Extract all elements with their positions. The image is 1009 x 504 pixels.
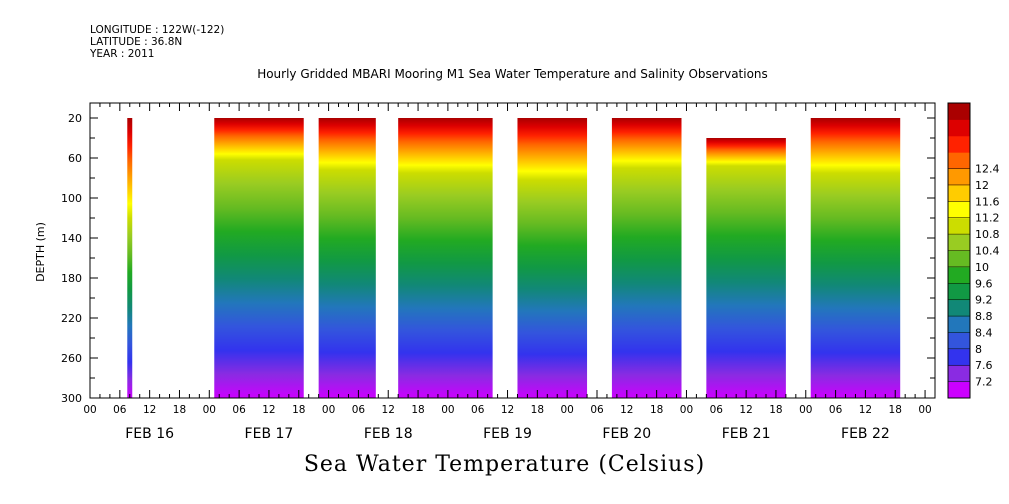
colorbar-swatch <box>948 135 970 153</box>
colorbar-swatch <box>948 332 970 350</box>
x-tick-label: 18 <box>650 404 663 416</box>
x-tick-label: 00 <box>680 404 693 416</box>
colorbar-tick-label: 9.6 <box>975 277 993 290</box>
x-tick-label: 12 <box>501 404 514 416</box>
data-block <box>127 118 133 398</box>
day-label: FEB 19 <box>483 426 532 442</box>
x-tick-label: 12 <box>143 404 156 416</box>
x-tick-label: 12 <box>620 404 633 416</box>
colorbar-tick-label: 10 <box>975 261 989 274</box>
x-tick-label: 12 <box>382 404 395 416</box>
colorbar-tick-label: 7.2 <box>975 376 993 389</box>
colorbar-swatch <box>948 316 970 333</box>
data-block <box>611 118 682 398</box>
colorbar-tick-label: 7.6 <box>975 359 993 372</box>
day-label: FEB 20 <box>602 426 651 442</box>
colorbar-title: Sea Water Temperature (Celsius) <box>303 452 706 477</box>
x-tick-label: 06 <box>113 404 127 416</box>
x-tick-label: 18 <box>531 404 544 416</box>
y-tick-label: 20 <box>68 112 82 125</box>
colorbar-swatch <box>948 283 970 301</box>
day-label: FEB 16 <box>125 426 174 442</box>
plot-border <box>89 102 936 399</box>
x-tick-label: 00 <box>441 404 454 416</box>
chart-title: Hourly Gridded MBARI Mooring M1 Sea Wate… <box>257 67 768 81</box>
day-label: FEB 22 <box>841 426 890 442</box>
x-tick-label: 00 <box>322 404 335 416</box>
x-tick-label: 12 <box>859 404 872 416</box>
day-label: FEB 18 <box>364 426 413 442</box>
colorbar-swatch <box>948 119 970 137</box>
colorbar-tick-label: 11.2 <box>975 212 1000 225</box>
y-tick-label: 220 <box>61 312 82 325</box>
colorbar-tick-label: 8.8 <box>975 310 993 323</box>
y-tick-label: 140 <box>61 232 82 245</box>
data-block <box>517 118 588 398</box>
colorbar-tick-label: 12 <box>975 179 989 192</box>
x-tick-label: 00 <box>203 404 216 416</box>
colorbar-swatch <box>948 168 970 186</box>
colorbar-swatch <box>948 184 970 202</box>
colorbar-tick-label: 10.8 <box>975 228 1000 241</box>
x-tick-label: 06 <box>232 404 246 416</box>
x-tick-label: 18 <box>411 404 424 416</box>
colorbar-tick-label: 8.4 <box>975 326 993 339</box>
plot-frame <box>89 102 936 399</box>
colorbar-swatch <box>948 152 970 170</box>
y-tick-label: 300 <box>61 392 82 405</box>
y-tick-label: 260 <box>61 352 82 365</box>
data-blocks <box>127 118 901 398</box>
day-label: FEB 17 <box>245 426 294 442</box>
metadata-block: LONGITUDE : 122W(-122) LATITUDE : 36.8N … <box>90 24 224 60</box>
x-tick-label: 00 <box>918 404 931 416</box>
colorbar-tick-label: 9.2 <box>975 294 993 307</box>
colorbar: 7.2 7.6 8 8.4 8.8 9.2 9.6 10 10.4 10.8 11.2 11.6 12 1… <box>947 102 1000 399</box>
longitude-label: LONGITUDE : 122W(-122) <box>90 24 225 36</box>
data-block <box>810 118 901 398</box>
y-tick-label: 60 <box>68 152 82 165</box>
colorbar-swatch <box>948 250 970 268</box>
x-tick-label: 12 <box>262 404 275 416</box>
x-tick-label: 06 <box>352 404 366 416</box>
x-axis: 00 06 12 18 00 06 12 18 00 06 12 18 00 06 12 18 00 06 12 18… <box>83 103 936 442</box>
x-tick-label: 06 <box>710 404 724 416</box>
x-tick-label: 06 <box>471 404 485 416</box>
data-block <box>706 138 786 398</box>
latitude-label: LATITUDE : 36.8N <box>90 36 183 48</box>
colorbar-tick-label: 8 <box>975 343 982 356</box>
y-axis-label: DEPTH (m) <box>34 222 47 282</box>
x-tick-label: 00 <box>560 404 573 416</box>
data-block <box>318 118 376 398</box>
data-block <box>214 118 304 398</box>
year-label: YEAR : 2011 <box>90 48 155 60</box>
data-block <box>398 118 493 398</box>
day-label: FEB 21 <box>722 426 771 442</box>
colorbar-swatch <box>948 299 970 317</box>
colorbar-swatch <box>948 365 970 383</box>
colorbar-tick-label: 11.6 <box>975 195 1000 208</box>
colorbar-tick-label: 10.4 <box>975 245 1000 258</box>
y-tick-label: 180 <box>61 272 82 285</box>
colorbar-swatch <box>948 266 970 284</box>
x-tick-label: 12 <box>739 404 752 416</box>
colorbar-swatch <box>948 348 970 366</box>
colorbar-swatch <box>948 381 970 399</box>
x-tick-label: 18 <box>769 404 782 416</box>
x-tick-label: 00 <box>799 404 812 416</box>
x-tick-label: 18 <box>292 404 305 416</box>
colorbar-swatch <box>948 103 970 120</box>
y-tick-label: 100 <box>61 192 82 205</box>
colorbar-swatch <box>948 234 970 251</box>
colorbar-swatch <box>948 201 970 219</box>
x-tick-label: 06 <box>590 404 604 416</box>
colorbar-tick-label: 12.4 <box>975 163 1000 176</box>
y-axis: 20 60 100 140 180 220 260 300 <box>61 112 935 405</box>
x-tick-label: 18 <box>173 404 186 416</box>
x-tick-label: 18 <box>889 404 902 416</box>
x-tick-label: 00 <box>83 404 96 416</box>
x-tick-label: 06 <box>829 404 843 416</box>
colorbar-swatch <box>948 217 970 235</box>
